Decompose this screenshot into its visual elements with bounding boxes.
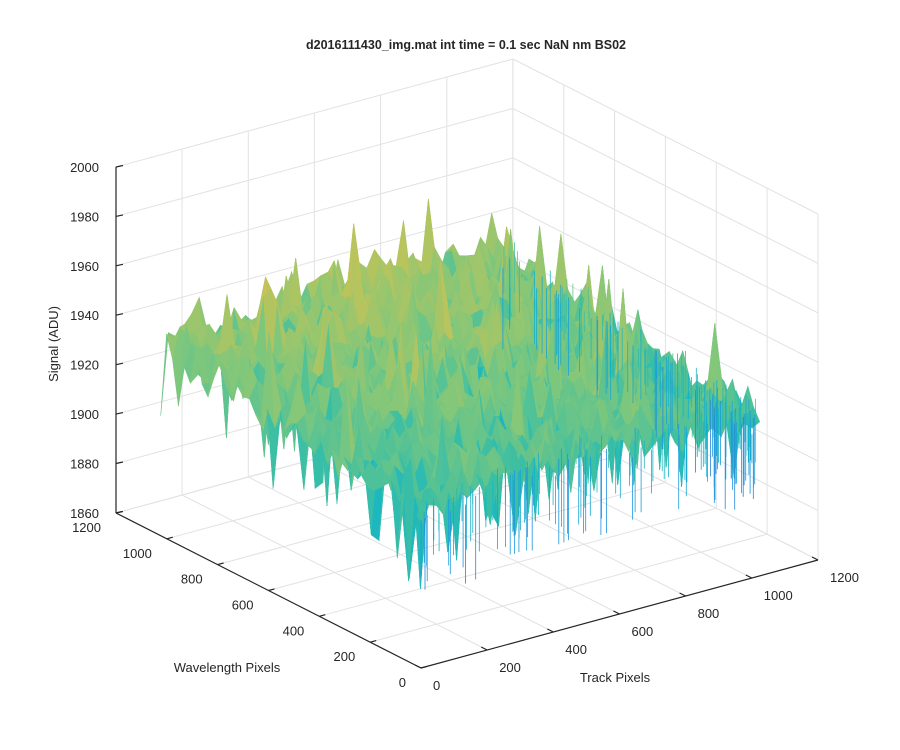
wavelength-axis-label: Wavelength Pixels	[174, 660, 281, 675]
back-wall-grid-line	[115, 206, 514, 316]
wavelength-tick-mark	[370, 640, 377, 643]
wavelength-tick-mark	[166, 536, 173, 540]
z-tick-mark	[115, 164, 124, 168]
track-tick-mark	[480, 646, 488, 651]
z-tick-label: 1960	[70, 259, 99, 274]
track-tick-mark	[679, 592, 686, 597]
track-tick-mark	[414, 664, 422, 669]
z-axis-label: Signal (ADU)	[46, 306, 61, 382]
tick-labels: 1860188019001920194019601980200002004006…	[70, 160, 859, 693]
z-tick-label: 1860	[70, 506, 99, 521]
wavelength-tick-label: 0	[399, 675, 406, 690]
back-wall-grid-line	[115, 157, 514, 267]
side-wall-grid-line	[512, 206, 819, 363]
z-tick-mark	[115, 313, 124, 316]
track-tick-mark	[613, 610, 620, 615]
wavelength-tick-label: 1000	[123, 546, 152, 561]
chart-title: d2016111430_img.mat int time = 0.1 sec N…	[306, 38, 626, 52]
z-tick-mark	[115, 263, 124, 267]
wavelength-tick-mark	[319, 614, 326, 617]
z-tick-label: 1980	[70, 209, 99, 224]
surface-plot	[160, 199, 761, 590]
z-tick-mark	[115, 461, 124, 465]
side-wall-grid-line	[512, 107, 819, 264]
wavelength-tick-label: 800	[181, 572, 203, 587]
track-axis-label: Track Pixels	[580, 670, 651, 685]
floor-grid-line	[319, 507, 717, 617]
track-tick-label: 800	[698, 606, 720, 621]
z-tick-label: 1920	[70, 358, 99, 373]
wavelength-tick-label: 1200	[72, 520, 101, 535]
side-wall-grid-line	[512, 58, 819, 215]
wavelength-tick-mark	[420, 665, 428, 669]
wavelength-tick-label: 200	[333, 649, 355, 664]
track-tick-label: 600	[632, 624, 654, 639]
track-tick-label: 400	[565, 642, 587, 657]
z-tick-label: 1900	[70, 407, 99, 422]
wavelength-tick-mark	[268, 588, 275, 592]
floor-grid-line	[370, 533, 768, 643]
side-wall-grid-line	[512, 157, 819, 314]
back-wall-grid-line	[115, 107, 514, 217]
track-tick-label: 200	[499, 660, 521, 675]
z-tick-label: 1880	[70, 457, 99, 472]
track-tick-mark	[745, 574, 753, 579]
wavelength-tick-label: 600	[232, 598, 254, 613]
wavelength-tick-mark	[217, 562, 224, 566]
track-tick-mark	[547, 628, 554, 633]
z-tick-mark	[115, 362, 124, 366]
z-tick-label: 2000	[70, 160, 99, 175]
back-wall-grid-line	[115, 58, 514, 168]
z-tick-label: 1940	[70, 308, 99, 323]
track-tick-label: 0	[433, 678, 440, 693]
z-tick-mark	[115, 412, 124, 415]
wavelength-tick-label: 400	[283, 623, 305, 638]
wavelength-tick-mark	[115, 510, 123, 514]
track-tick-label: 1000	[764, 588, 793, 603]
track-tick-label: 1200	[830, 570, 859, 585]
track-tick-mark	[811, 556, 819, 561]
z-tick-mark	[115, 214, 124, 217]
